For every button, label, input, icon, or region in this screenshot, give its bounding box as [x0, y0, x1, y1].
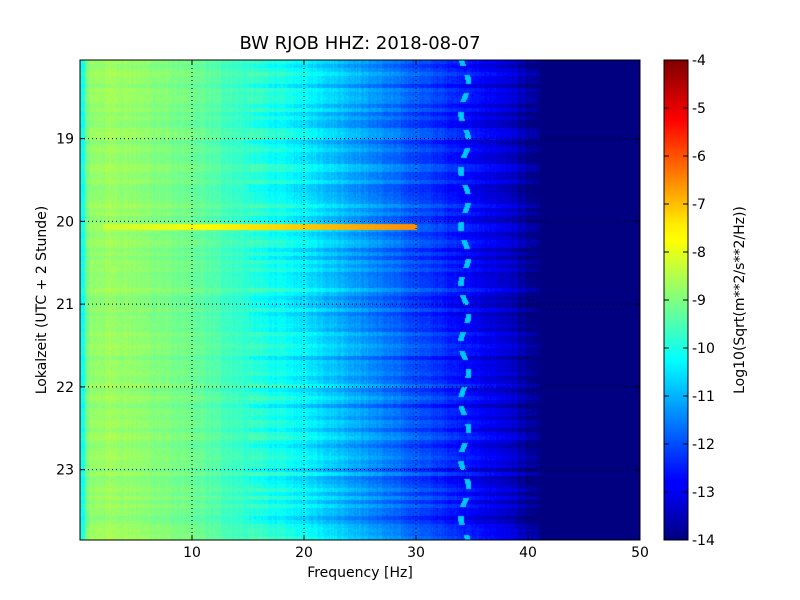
- colorbar-tick-label: -12: [692, 437, 715, 453]
- heatmap-image: [80, 60, 640, 540]
- colorbar-tick-label: -7: [692, 197, 706, 213]
- colorbar-tick-label: -13: [692, 485, 715, 501]
- x-axis: 10 20 30 40 50: [183, 60, 649, 561]
- x-axis-label: Frequency [Hz]: [307, 565, 413, 581]
- y-tick-label: 20: [56, 214, 74, 230]
- x-tick-label: 40: [519, 545, 537, 561]
- colorbar-tick-label: -11: [692, 389, 715, 405]
- y-tick-label: 22: [56, 380, 74, 396]
- colorbar-tick-label: -5: [692, 101, 706, 117]
- y-tick-label: 23: [56, 463, 74, 479]
- colorbar-ticks: -4 -5 -6 -7 -8 -9 -10 -11 -12 -13 -14: [664, 53, 715, 549]
- y-tick-label: 21: [56, 297, 74, 313]
- y-axis: 19 20 21 22 23: [56, 132, 640, 479]
- colorbar: -4 -5 -6 -7 -8 -9 -10 -11 -12 -13 -14 Log10(Sqrt(m…: [663, 53, 748, 549]
- chart-title: BW RJOB HHZ: 2018-08-07: [239, 33, 480, 54]
- x-tick-label: 50: [631, 545, 649, 561]
- x-tick-label: 30: [407, 545, 425, 561]
- colorbar-tick-label: -4: [692, 53, 706, 69]
- plot-frame: [79, 59, 641, 541]
- colorbar-label: Log10(Sqrt(m**2/s**2/Hz)): [732, 206, 748, 394]
- x-tick-label: 10: [183, 545, 201, 561]
- colorbar-tick-label: -6: [692, 149, 706, 165]
- colorbar-tick-label: -10: [692, 341, 715, 357]
- grid-lines: [80, 60, 640, 540]
- x-tick-label: 20: [295, 545, 313, 561]
- colorbar-tick-label: -9: [692, 293, 706, 309]
- colorbar-tick-label: -14: [692, 533, 715, 549]
- heatmap: [80, 60, 640, 540]
- y-axis-label: Lokalzeit (UTC + 2 Stunde): [34, 206, 50, 395]
- y-tick-label: 19: [56, 132, 74, 148]
- colorbar-tick-label: -8: [692, 245, 706, 261]
